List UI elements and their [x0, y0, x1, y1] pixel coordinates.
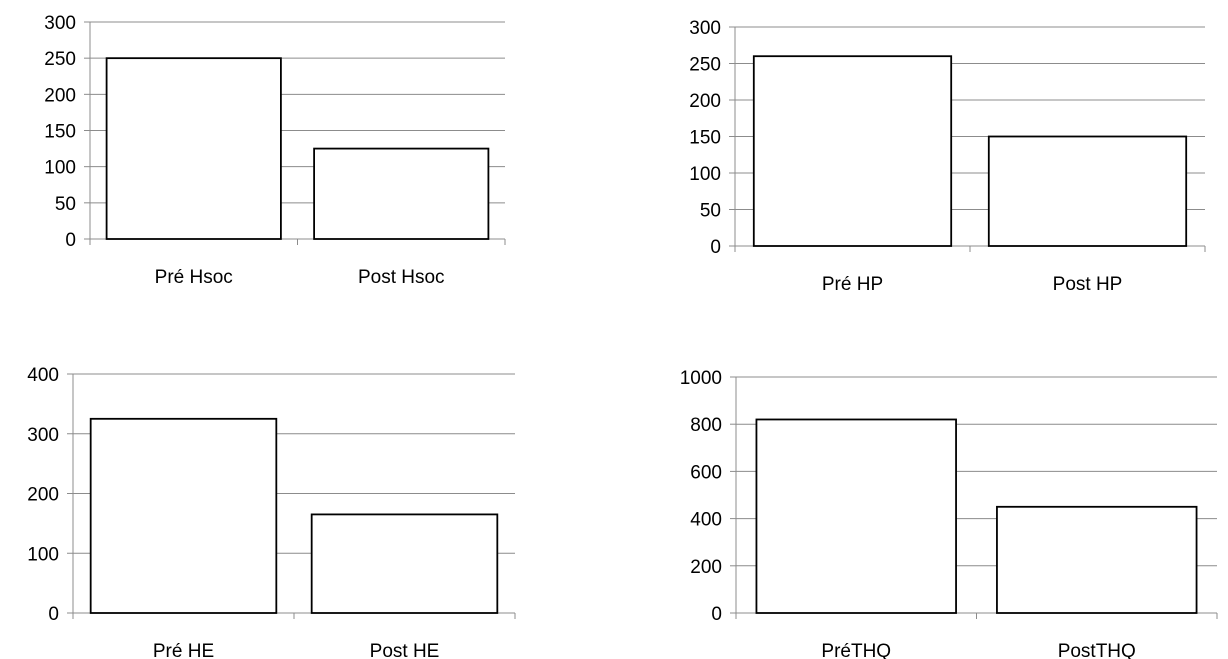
bar-pr-he	[89, 417, 278, 614]
bar-pr-thq	[755, 418, 957, 614]
x-category-label: PostTHQ	[1058, 641, 1136, 659]
bar-post-hsoc	[313, 147, 490, 240]
y-tick-label: 50	[55, 194, 76, 215]
chart-4: 0 200 400 600 800 1000 PréTHQ PostTHQ	[680, 368, 1218, 659]
y-tick-label: 200	[690, 557, 722, 578]
y-tick-label: 300	[689, 18, 721, 39]
y-tick-label: 0	[65, 230, 76, 251]
x-category-label: Pré HP	[822, 274, 883, 295]
x-category-label: Post HP	[1053, 274, 1123, 295]
y-tick-label: 600	[690, 462, 722, 483]
chart-1: 0 50 100 150 200 250 300 Pré Hsoc Post Hsoc	[44, 13, 506, 288]
y-tick-label: 0	[711, 604, 722, 625]
y-tick-label: 250	[44, 49, 76, 70]
y-tick-label: 200	[44, 85, 76, 106]
y-tick-label: 300	[27, 425, 59, 446]
chart-2: 0 50 100 150 200 250 300 Pré HP Post HP	[689, 18, 1206, 295]
x-category-label: Pré HE	[153, 641, 214, 659]
bar-pr-hp	[752, 55, 953, 247]
y-tick-label: 400	[690, 510, 722, 531]
y-tick-label: 150	[44, 122, 76, 143]
bar-pr-hsoc	[105, 57, 282, 240]
x-category-label: Post Hsoc	[358, 267, 445, 288]
y-tick-label: 50	[700, 201, 721, 222]
y-tick-label: 1000	[680, 368, 722, 389]
chart-3: 0 100 200 300 400 Pré HE Post HE	[27, 365, 516, 659]
y-tick-label: 800	[690, 415, 722, 436]
y-tick-label: 100	[689, 164, 721, 185]
y-tick-label: 200	[689, 91, 721, 112]
x-category-label: Post HE	[370, 641, 440, 659]
y-tick-label: 150	[689, 128, 721, 149]
y-tick-label: 200	[27, 485, 59, 506]
x-category-label: PréTHQ	[821, 641, 891, 659]
y-tick-label: 0	[48, 604, 59, 625]
bar-post-hp	[987, 135, 1188, 247]
bar-postthq	[996, 505, 1198, 614]
y-tick-label: 300	[44, 13, 76, 34]
y-tick-label: 100	[27, 544, 59, 565]
y-tick-label: 0	[710, 237, 721, 258]
bar-post-he	[310, 513, 499, 614]
y-tick-label: 100	[44, 158, 76, 179]
y-tick-label: 250	[689, 55, 721, 76]
y-tick-label: 400	[27, 365, 59, 386]
x-category-label: Pré Hsoc	[155, 267, 233, 288]
